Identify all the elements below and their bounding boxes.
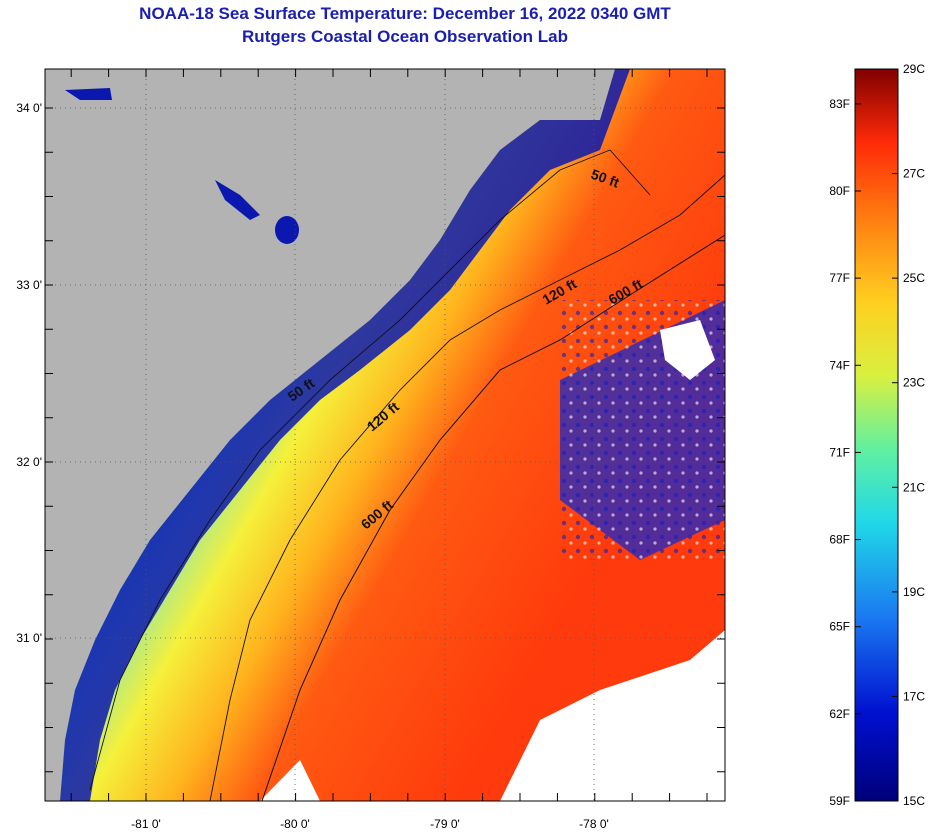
colorbar-f-label: 83F	[829, 97, 850, 111]
colorbar-f-label: 74F	[829, 358, 850, 372]
colorbar-celsius-labels: 29C 27C 25C 23C 21C 19C 17C 15C	[903, 62, 925, 808]
map-frame	[44, 68, 726, 802]
land-mass	[45, 69, 615, 801]
colorbar-f-label: 71F	[829, 445, 850, 459]
colorbar-c-label: 19C	[903, 585, 925, 599]
graticule	[45, 69, 725, 801]
colorbar-fahrenheit-labels: 83F 80F 77F 74F 71F 68F 65F 62F 59F	[829, 97, 850, 808]
inland-river	[215, 180, 260, 220]
contour-120ft	[209, 174, 725, 801]
colorbar-c-label: 21C	[903, 480, 925, 494]
lon-label-79: -79 0'	[430, 817, 460, 831]
lon-label-81: -81 0'	[131, 817, 161, 831]
map-title: NOAA-18 Sea Surface Temperature: Decembe…	[139, 4, 671, 23]
colorbar-c-label: 23C	[903, 376, 925, 390]
inland-lake	[65, 88, 112, 100]
colorbar-f-label: 68F	[829, 533, 850, 547]
colorbar-ticks	[855, 68, 898, 802]
colorbar-f-label: 59F	[829, 794, 850, 808]
colorbar-c-label: 15C	[903, 794, 925, 808]
coastal-water	[60, 69, 630, 801]
cloud-mask-bottom	[260, 760, 320, 801]
map-subtitle: Rutgers Coastal Ocean Observation Lab	[242, 27, 568, 46]
colorbar-c-label: 29C	[903, 62, 925, 76]
lat-label-34: 34 0'	[16, 101, 42, 115]
colorbar-c-label: 25C	[903, 271, 925, 285]
colorbar-c-label: 17C	[903, 689, 925, 703]
axis-ticks	[45, 69, 725, 801]
lat-label-33: 33 0'	[16, 278, 42, 292]
colorbar	[854, 68, 899, 802]
contour-600ft	[261, 234, 725, 801]
cloud-mask-small	[660, 320, 715, 380]
lat-label-31: 31 0'	[16, 631, 42, 645]
colorbar-f-label: 62F	[829, 707, 850, 721]
colorbar-f-label: 80F	[829, 184, 850, 198]
map-panel: 50 ft 50 ft 120 ft 120 ft 600 ft 600 ft	[45, 69, 725, 801]
lat-label-32: 32 0'	[16, 455, 42, 469]
colorbar-f-label: 65F	[829, 620, 850, 634]
lake-marion	[275, 216, 299, 244]
cloud-mask	[500, 630, 725, 801]
lon-label-80: -80 0'	[280, 817, 310, 831]
colorbar-c-label: 27C	[903, 167, 925, 181]
lon-label-78: -78 0'	[579, 817, 609, 831]
colorbar-f-label: 77F	[829, 271, 850, 285]
contour-50ft	[89, 149, 651, 791]
